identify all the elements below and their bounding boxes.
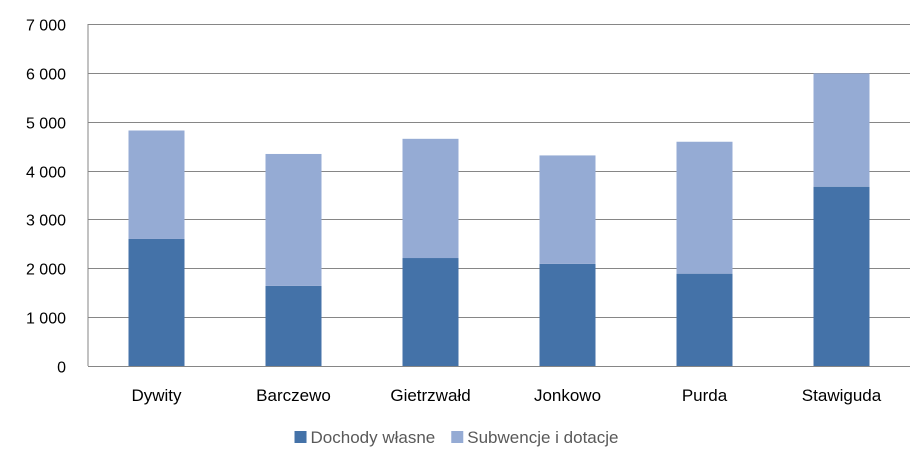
y-tick-label: 6 000 [26, 67, 66, 84]
legend-swatch-subwencje-i-dotacje [451, 431, 464, 443]
y-tick-label: 2 000 [26, 262, 66, 279]
legend-label: Subwencje i dotacje [467, 428, 618, 447]
bar-segment-dochody-wlasne [128, 238, 185, 366]
x-tick-label: Gietrzwałd [390, 386, 470, 405]
bar-segment-subwencje-i-dotacje [676, 141, 733, 274]
y-tick-label: 4 000 [26, 165, 66, 182]
y-tick-label: 0 [57, 360, 66, 377]
x-tick-label: Stawiguda [802, 386, 882, 405]
bar-segment-dochody-wlasne [539, 263, 596, 366]
bar-segment-dochody-wlasne [676, 273, 733, 366]
bar-segment-subwencje-i-dotacje [402, 138, 459, 259]
legend-item: Subwencje i dotacje [451, 428, 618, 447]
x-tick-label: Dywity [131, 386, 182, 405]
y-tick-label: 5 000 [26, 116, 66, 133]
bars [128, 73, 870, 366]
bar-segment-dochody-wlasne [813, 186, 870, 366]
bar-segment-dochody-wlasne [402, 258, 459, 366]
y-tick-label: 1 000 [26, 311, 66, 328]
y-tick-label: 3 000 [26, 213, 66, 230]
legend: Dochody własne Subwencje i dotacje [294, 428, 618, 447]
x-tick-label: Jonkowo [534, 386, 601, 405]
y-tick-label: 7 000 [26, 18, 66, 35]
x-tick-label: Barczewo [256, 386, 331, 405]
legend-item: Dochody własne [294, 428, 436, 447]
x-axis-tick-labels: Dywity Barczewo Gietrzwałd Jonkowo Purda Staw… [131, 386, 881, 405]
legend-label: Dochody własne [311, 428, 436, 447]
legend-swatch-dochody-wlasne [294, 431, 307, 443]
bar-segment-subwencje-i-dotacje [813, 73, 870, 187]
bar-segment-dochody-wlasne [265, 285, 322, 366]
bar-segment-subwencje-i-dotacje [128, 130, 185, 239]
x-tick-label: Purda [682, 386, 728, 405]
gridlines [87, 24, 910, 367]
bar-segment-subwencje-i-dotacje [539, 155, 596, 264]
bar-segment-subwencje-i-dotacje [265, 153, 322, 286]
y-axis-tick-labels: 0 1 000 2 000 3 000 4 000 5 000 6 000 7 000 [26, 18, 66, 377]
